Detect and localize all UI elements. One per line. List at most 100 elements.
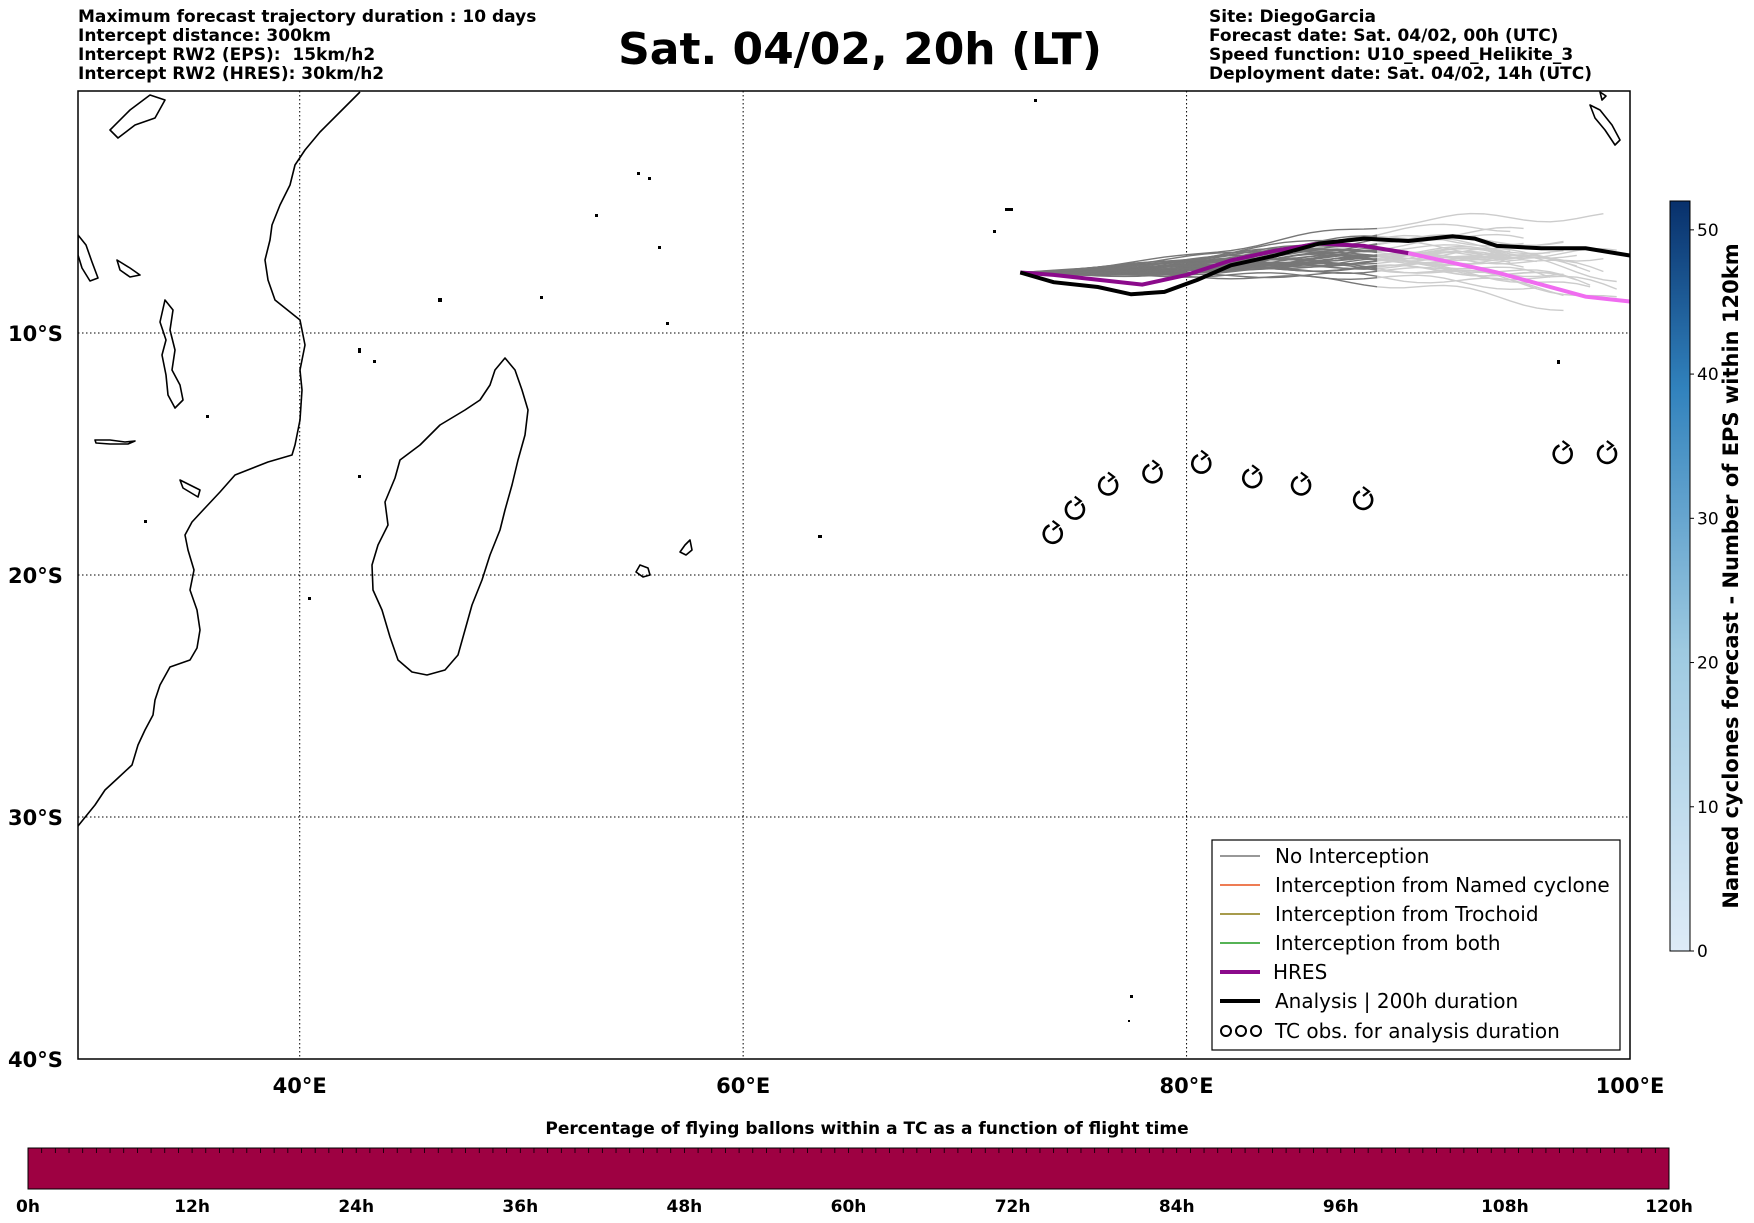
island-outline (94, 439, 136, 445)
eps-trajectory-late (1377, 247, 1604, 262)
latitude-labels: 10°S 20°S 30°S 40°S (8, 322, 63, 1072)
eps-trajectory (1020, 234, 1378, 274)
lat-tick-label: 30°S (8, 806, 63, 830)
legend-label-both: Interception from both (1275, 931, 1501, 955)
islet (595, 214, 598, 217)
eps-trajectory-late (1377, 223, 1511, 236)
island-outline (109, 94, 166, 139)
percentage-bar-ticks: 0h 12h 24h 36h 48h 60h 72h 84h 96h 108h 120h (16, 1148, 1693, 1217)
map-frame (77, 90, 1631, 1060)
islet (438, 298, 442, 302)
islet (818, 535, 822, 538)
islet (1005, 208, 1013, 211)
colorbar-tick-label: 10 (1697, 798, 1719, 818)
island-outline (1589, 104, 1621, 146)
lat-tick-label: 10°S (8, 322, 63, 346)
islet (358, 348, 361, 353)
main-trajectories (1019, 234, 1630, 304)
tc-obs-marker (1290, 471, 1312, 496)
colorbar-ticks: 0 10 20 30 40 50 (1690, 221, 1719, 962)
islet (1130, 995, 1133, 998)
colorbar-tick-label: 20 (1697, 654, 1719, 674)
legend-label-tc-obs: TC obs. for analysis duration (1274, 1019, 1560, 1043)
eps-trajectory (1020, 248, 1378, 274)
percentage-bar-tick-label: 84h (1159, 1197, 1195, 1217)
longitude-labels: 40°E 60°E 80°E 100°E (273, 1074, 1665, 1098)
lon-tick-label: 40°E (273, 1074, 327, 1098)
colorbar-gradient (1669, 200, 1691, 952)
tc-obs-marker (1352, 486, 1374, 511)
islet (206, 415, 209, 418)
eps-trajectory-late (1377, 284, 1564, 312)
tc-obs-marker (1191, 449, 1212, 474)
colorbar-tick-label: 40 (1697, 365, 1719, 385)
header-line-speed-function: Speed function: U10_speed_Helikite_3 (1209, 45, 1574, 65)
island-outline (159, 299, 184, 409)
small-islands (144, 99, 1560, 1022)
percentage-bar-tick-label: 0h (16, 1197, 40, 1217)
percentage-bar-tick-label: 24h (338, 1197, 374, 1217)
legend-label-trochoid: Interception from Trochoid (1275, 902, 1539, 926)
island-outline (179, 479, 201, 498)
island-outline (679, 539, 693, 556)
percentage-bar-title: Percentage of flying ballons within a TC… (545, 1119, 1188, 1139)
eps-trajectory-late (1377, 275, 1564, 297)
hres-trajectory (1020, 241, 1409, 287)
islet (993, 230, 996, 233)
tc-obs-marker (1552, 440, 1573, 465)
lat-tick-label: 20°S (8, 564, 63, 588)
percentage-bar-tick-label: 120h (1645, 1197, 1693, 1217)
percentage-bar-tick-label: 48h (667, 1197, 703, 1217)
island-outline (635, 564, 651, 578)
header-line-rw2-eps: Intercept RW2 (EPS): 15km/h2 (78, 45, 376, 65)
legend-label-hres: HRES (1273, 960, 1327, 984)
legend-label-no-interception: No Interception (1275, 844, 1429, 868)
percentage-bar-tick-label: 60h (831, 1197, 867, 1217)
percentage-bar-tick-label: 36h (502, 1197, 538, 1217)
lon-tick-label: 60°E (716, 1074, 770, 1098)
hres-trajectory-late (1407, 251, 1630, 304)
eps-trajectory-late (1377, 263, 1591, 288)
islet (540, 296, 543, 299)
header-line-distance: Intercept distance: 300km (78, 26, 331, 46)
island-outline (1599, 91, 1607, 101)
tc-obs-marker (1142, 459, 1163, 484)
analysis-trajectory (1019, 234, 1630, 297)
percentage-bar-tick-label: 12h (174, 1197, 210, 1217)
lat-tick-label: 40°S (8, 1048, 63, 1072)
percentage-bar-tick-label: 108h (1481, 1197, 1529, 1217)
tc-obs-marker (1064, 495, 1086, 520)
eps-trajectory-late (1377, 244, 1537, 263)
islet (373, 360, 376, 363)
lon-tick-label: 80°E (1160, 1074, 1214, 1098)
tc-obs-marker (1042, 519, 1064, 545)
tc-obs-marker (1242, 464, 1263, 489)
colorbar-tick-label: 50 (1697, 221, 1719, 241)
eps-trajectory-late (1377, 212, 1604, 230)
colorbar-tick-label: 0 (1697, 942, 1708, 962)
legend: No Interception Interception from Named … (1211, 839, 1621, 1051)
islet (358, 475, 361, 478)
islet (666, 322, 669, 325)
header-line-duration: Maximum forecast trajectory duration : 1… (78, 7, 537, 27)
percentage-bar-fill (27, 1147, 1670, 1190)
header-line-rw2-hres: Intercept RW2 (HRES): 30km/h2 (78, 64, 385, 84)
map-gridlines (78, 91, 1630, 1059)
percentage-bar: Percentage of flying ballons within a TC… (16, 1119, 1693, 1217)
africa-coastline (78, 91, 361, 827)
eps-trajectory (1020, 271, 1378, 288)
lon-tick-label: 100°E (1596, 1074, 1665, 1098)
colorbar-title: Named cyclones forecast - Number of EPS … (1719, 243, 1743, 908)
percentage-bar-tick-label: 96h (1323, 1197, 1359, 1217)
tc-observations (1042, 440, 1618, 545)
eps-trajectory-late (1377, 255, 1577, 267)
header-line-deployment-date: Deployment date: Sat. 04/02, 14h (UTC) (1209, 64, 1593, 84)
header-line-forecast-date: Forecast date: Sat. 04/02, 00h (UTC) (1209, 26, 1559, 46)
islet (1128, 1020, 1130, 1022)
island-outline (116, 259, 141, 278)
percentage-bar-tick-label: 72h (995, 1197, 1031, 1217)
islet (1034, 99, 1037, 102)
eps-trajectory-late (1377, 250, 1498, 256)
colorbar-tick-label: 30 (1697, 509, 1719, 529)
